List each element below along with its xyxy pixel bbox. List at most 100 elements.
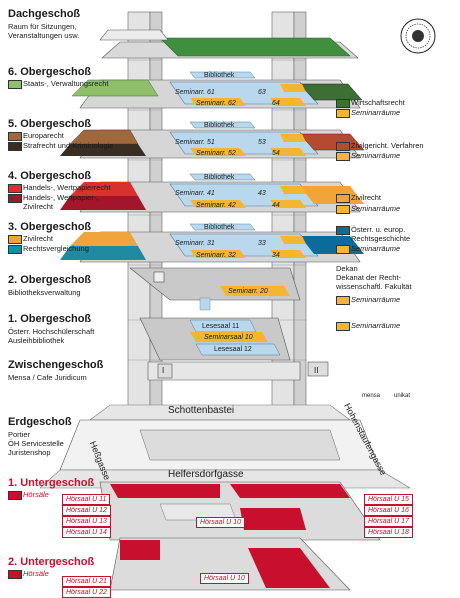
og2-title: 2. Obergeschoß xyxy=(8,274,92,286)
hoersaal-u16: Hörsaal U 16 xyxy=(364,505,413,516)
hoersaal-u11: Hörsaal U 11 xyxy=(62,494,111,505)
og4-swatch2 xyxy=(8,194,22,203)
og2-dekan3: wissenschaftl. Fakultät xyxy=(336,282,412,291)
room-sem53: 53 xyxy=(258,139,266,146)
dach-line2: Veranstaltungen usw. xyxy=(8,31,80,40)
label-mensa: mensa xyxy=(362,393,381,399)
eg-title: Erdgeschoß xyxy=(8,416,72,428)
floor-erdgeschoss xyxy=(39,404,412,489)
ug1-title: 1. Untergeschoß xyxy=(8,477,95,489)
room-bib4: Bibliothek xyxy=(204,174,235,181)
ug2-line1: Hörsäle xyxy=(23,569,49,578)
og4-legend2a: Handels-, Wertpapier-, xyxy=(23,193,99,202)
hoersaal-u10-ug1: Hörsaal U 10 xyxy=(196,517,245,528)
dach-line1: Raum für Sitzungen, xyxy=(8,22,77,31)
og4-title: 4. Obergeschoß xyxy=(8,170,92,182)
hoersaal-u18: Hörsaal U 18 xyxy=(364,527,413,538)
floor-og3 xyxy=(60,223,364,263)
og3-rswatch1 xyxy=(336,226,350,235)
og6-rswatch1 xyxy=(336,99,350,108)
hoersaal-u21: Hörsaal U 21 xyxy=(62,576,111,587)
eg-line1: Portier xyxy=(8,430,31,439)
og4-legend-r2: Seminarräume xyxy=(351,204,401,213)
room-zw-i: I xyxy=(162,366,165,375)
floor-ug2 xyxy=(109,537,351,591)
og1-line1: Österr. Hochschülerschaft xyxy=(8,327,95,336)
og4-rswatch2 xyxy=(336,205,350,214)
og5-swatch2 xyxy=(8,142,22,151)
room-sem54: 54 xyxy=(272,150,280,157)
room-sem51: Seminarr. 51 xyxy=(175,139,215,146)
hoersaal-u15: Hörsaal U 15 xyxy=(364,494,413,505)
room-sem10: Seminarsaal 10 xyxy=(204,334,253,341)
room-sem62: Seminarr. 62 xyxy=(196,100,236,107)
og2-legend-r2: Seminarräume xyxy=(351,295,401,304)
street-schottenbastei: Schottenbastei xyxy=(168,405,235,416)
floor-og1 xyxy=(139,317,291,361)
room-sem41: Seminarr. 41 xyxy=(175,190,215,197)
room-sem61: Seminarr. 61 xyxy=(175,89,215,96)
og3-legend1: Zivilrecht xyxy=(23,234,54,243)
eg-line2: ÖH Servicestelle xyxy=(8,439,64,448)
room-sem43: 43 xyxy=(258,190,266,197)
og4-legend1: Handels-, Wertpapierrecht xyxy=(23,183,111,192)
room-sem52: Seminarr. 52 xyxy=(196,150,236,157)
hoersaal-u13: Hörsaal U 13 xyxy=(62,516,111,527)
og3-title: 3. Obergeschoß xyxy=(8,221,92,233)
og6-legend-r1: Wirtschaftsrecht xyxy=(351,98,405,107)
eg-line3: Juristenshop xyxy=(8,448,51,457)
room-sem20: Seminarr. 20 xyxy=(228,288,268,295)
og4-legend2b: Zivilrecht xyxy=(23,202,54,211)
og4-swatch1 xyxy=(8,184,22,193)
og6-title: 6. Obergeschoß xyxy=(8,66,92,78)
room-sem42: Seminarr. 42 xyxy=(196,202,236,209)
room-zw-ii: II xyxy=(314,366,319,375)
og2-rswatch2 xyxy=(336,296,350,305)
room-sem64: 64 xyxy=(272,100,280,107)
floor-zwischen xyxy=(147,361,329,381)
label-unikat: unikat xyxy=(394,393,411,399)
room-bib3: Bibliothek xyxy=(204,224,235,231)
og2-line1: Bibliotheksverwaltung xyxy=(8,288,81,297)
floor-og6 xyxy=(71,71,363,109)
room-ls12: Lesesaal 12 xyxy=(214,346,252,353)
og3-legend2: Rechtsvergleichung xyxy=(23,244,89,253)
og3-rswatch2 xyxy=(336,245,350,254)
og5-legend-r1: Zivilgericht. Verfahren xyxy=(351,141,424,150)
og1-rswatch2 xyxy=(336,322,350,331)
room-sem44: 44 xyxy=(272,202,280,209)
og3-swatch2 xyxy=(8,245,22,254)
dach-title: Dachgeschoß xyxy=(8,8,81,20)
og6-legend-r2: Seminarräume xyxy=(351,108,401,117)
og4-legend-r1: Zivilrecht xyxy=(351,193,382,202)
og2-dekan2: Dekanat der Recht- xyxy=(336,273,402,282)
og5-legend-r2: Seminarräume xyxy=(351,151,401,160)
og2-dekan1: Dekan xyxy=(336,264,358,273)
floor-dach xyxy=(99,29,359,59)
hoersaal-u22: Hörsaal U 22 xyxy=(62,587,111,598)
og5-title: 5. Obergeschoß xyxy=(8,118,92,130)
hoersaal-u10-ug2: Hörsaal U 10 xyxy=(200,573,249,584)
floor-og2 xyxy=(129,267,301,311)
ug2-swatch xyxy=(8,570,22,579)
og3-legend-r1a: Österr. u. europ. xyxy=(351,225,406,234)
room-sem31: Seminarr. 31 xyxy=(175,240,215,247)
room-sem32: Seminarr. 32 xyxy=(196,252,236,259)
og5-legend1: Europarecht xyxy=(23,131,64,140)
og6-rswatch2 xyxy=(336,109,350,118)
floor-og4 xyxy=(60,173,364,213)
og6-legend1: Staats-, Verwaltungsrecht xyxy=(23,79,109,88)
og5-rswatch1 xyxy=(336,142,350,151)
zw-line1: Mensa / Cafe Juridicum xyxy=(8,373,87,382)
room-sem33: 33 xyxy=(258,240,266,247)
ug1-line1: Hörsäle xyxy=(23,490,49,499)
ug2-title: 2. Untergeschoß xyxy=(8,556,95,568)
og3-legend-r2: Seminarräume xyxy=(351,244,401,253)
og4-rswatch1 xyxy=(336,194,350,203)
og1-legend-r2: Seminarräume xyxy=(351,321,401,330)
hoersaal-u17: Hörsaal U 17 xyxy=(364,516,413,527)
og3-legend-r1b: Rechtsgeschichte xyxy=(351,234,411,243)
street-helfersdorfgasse: Helfersdorfgasse xyxy=(168,469,244,480)
og5-swatch1 xyxy=(8,132,22,141)
